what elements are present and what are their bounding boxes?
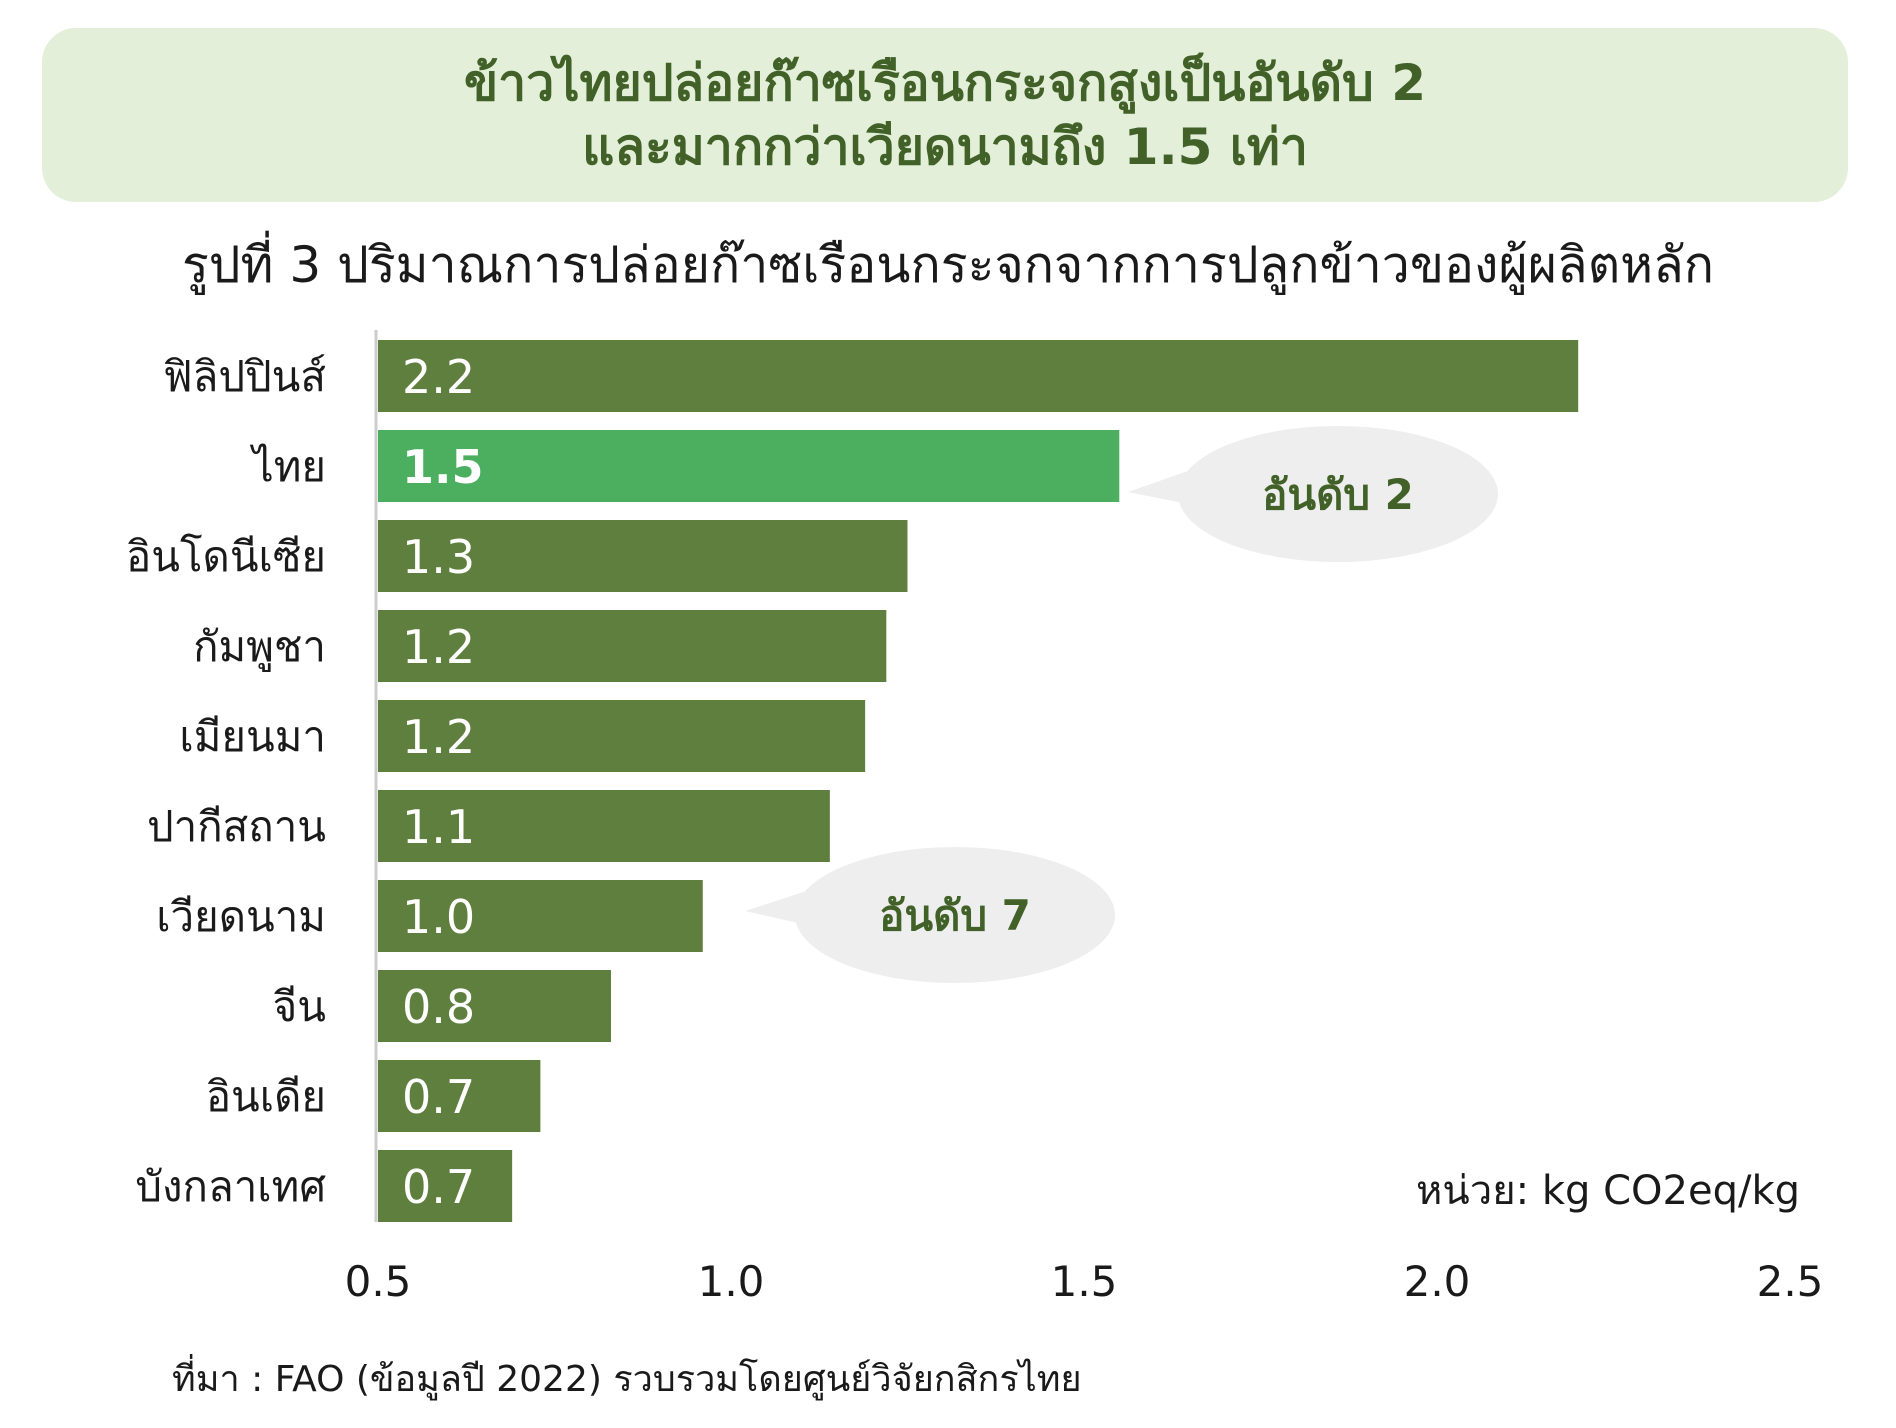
headline-line-2: และมากกว่าเวียดนามถึง 1.5 เท่า — [582, 118, 1308, 176]
data-label: 0.8 — [402, 980, 475, 1034]
data-label: 1.2 — [402, 710, 475, 764]
category-label: เมียนมา — [179, 712, 326, 761]
data-label: 0.7 — [402, 1070, 475, 1124]
x-tick-label: 1.5 — [1051, 1257, 1118, 1306]
data-label: 1.1 — [402, 800, 475, 854]
category-label: ปากีสถาน — [147, 802, 326, 851]
data-label: 1.0 — [402, 890, 475, 944]
data-label: 2.2 — [402, 350, 475, 404]
unit-label: หน่วย: kg CO2eq/kg — [1416, 1168, 1800, 1214]
bar — [378, 790, 830, 862]
bar — [378, 1060, 541, 1132]
x-tick-label: 0.5 — [345, 1257, 412, 1306]
bar — [378, 970, 611, 1042]
callout-bubble — [795, 847, 1115, 983]
data-label: 1.5 — [402, 440, 484, 494]
data-label: 1.2 — [402, 620, 475, 674]
headline-box: ข้าวไทยปล่อยก๊าซเรือนกระจกสูงเป็นอันดับ … — [42, 28, 1848, 202]
category-label: เวียดนาม — [156, 892, 326, 941]
bar — [378, 880, 703, 952]
headline-line-1: ข้าวไทยปล่อยก๊าซเรือนกระจกสูงเป็นอันดับ … — [464, 54, 1426, 112]
bar — [378, 340, 1579, 412]
bar — [378, 520, 908, 592]
bar — [378, 1150, 513, 1222]
bar — [378, 610, 887, 682]
category-label: อินเดีย — [206, 1072, 326, 1121]
callout-label: อันดับ 2 — [1262, 470, 1414, 519]
category-label: บังกลาเทศ — [135, 1162, 326, 1211]
bar — [378, 700, 866, 772]
data-label: 1.3 — [402, 530, 475, 584]
callout-label: อันดับ 7 — [879, 891, 1031, 940]
bar — [378, 430, 1120, 502]
x-tick-label: 2.5 — [1757, 1257, 1824, 1306]
x-tick-label: 1.0 — [698, 1257, 765, 1306]
category-label: จีน — [273, 982, 326, 1031]
source-label: ที่มา : FAO (ข้อมูลปี 2022) รวบรวมโดยศูน… — [172, 1359, 1082, 1400]
x-tick-label: 2.0 — [1404, 1257, 1471, 1306]
figure-title: รูปที่ 3 ปริมาณการปล่อยก๊าซเรือนกระจกจาก… — [181, 236, 1715, 294]
category-label: อินโดนีเซีย — [126, 532, 326, 581]
data-label: 0.7 — [402, 1160, 475, 1214]
category-label: กัมพูชา — [193, 622, 326, 672]
category-label: ไทย — [250, 442, 326, 491]
category-label: ฟิลิปปินส์ — [163, 352, 326, 401]
callout-bubble — [1178, 426, 1498, 562]
